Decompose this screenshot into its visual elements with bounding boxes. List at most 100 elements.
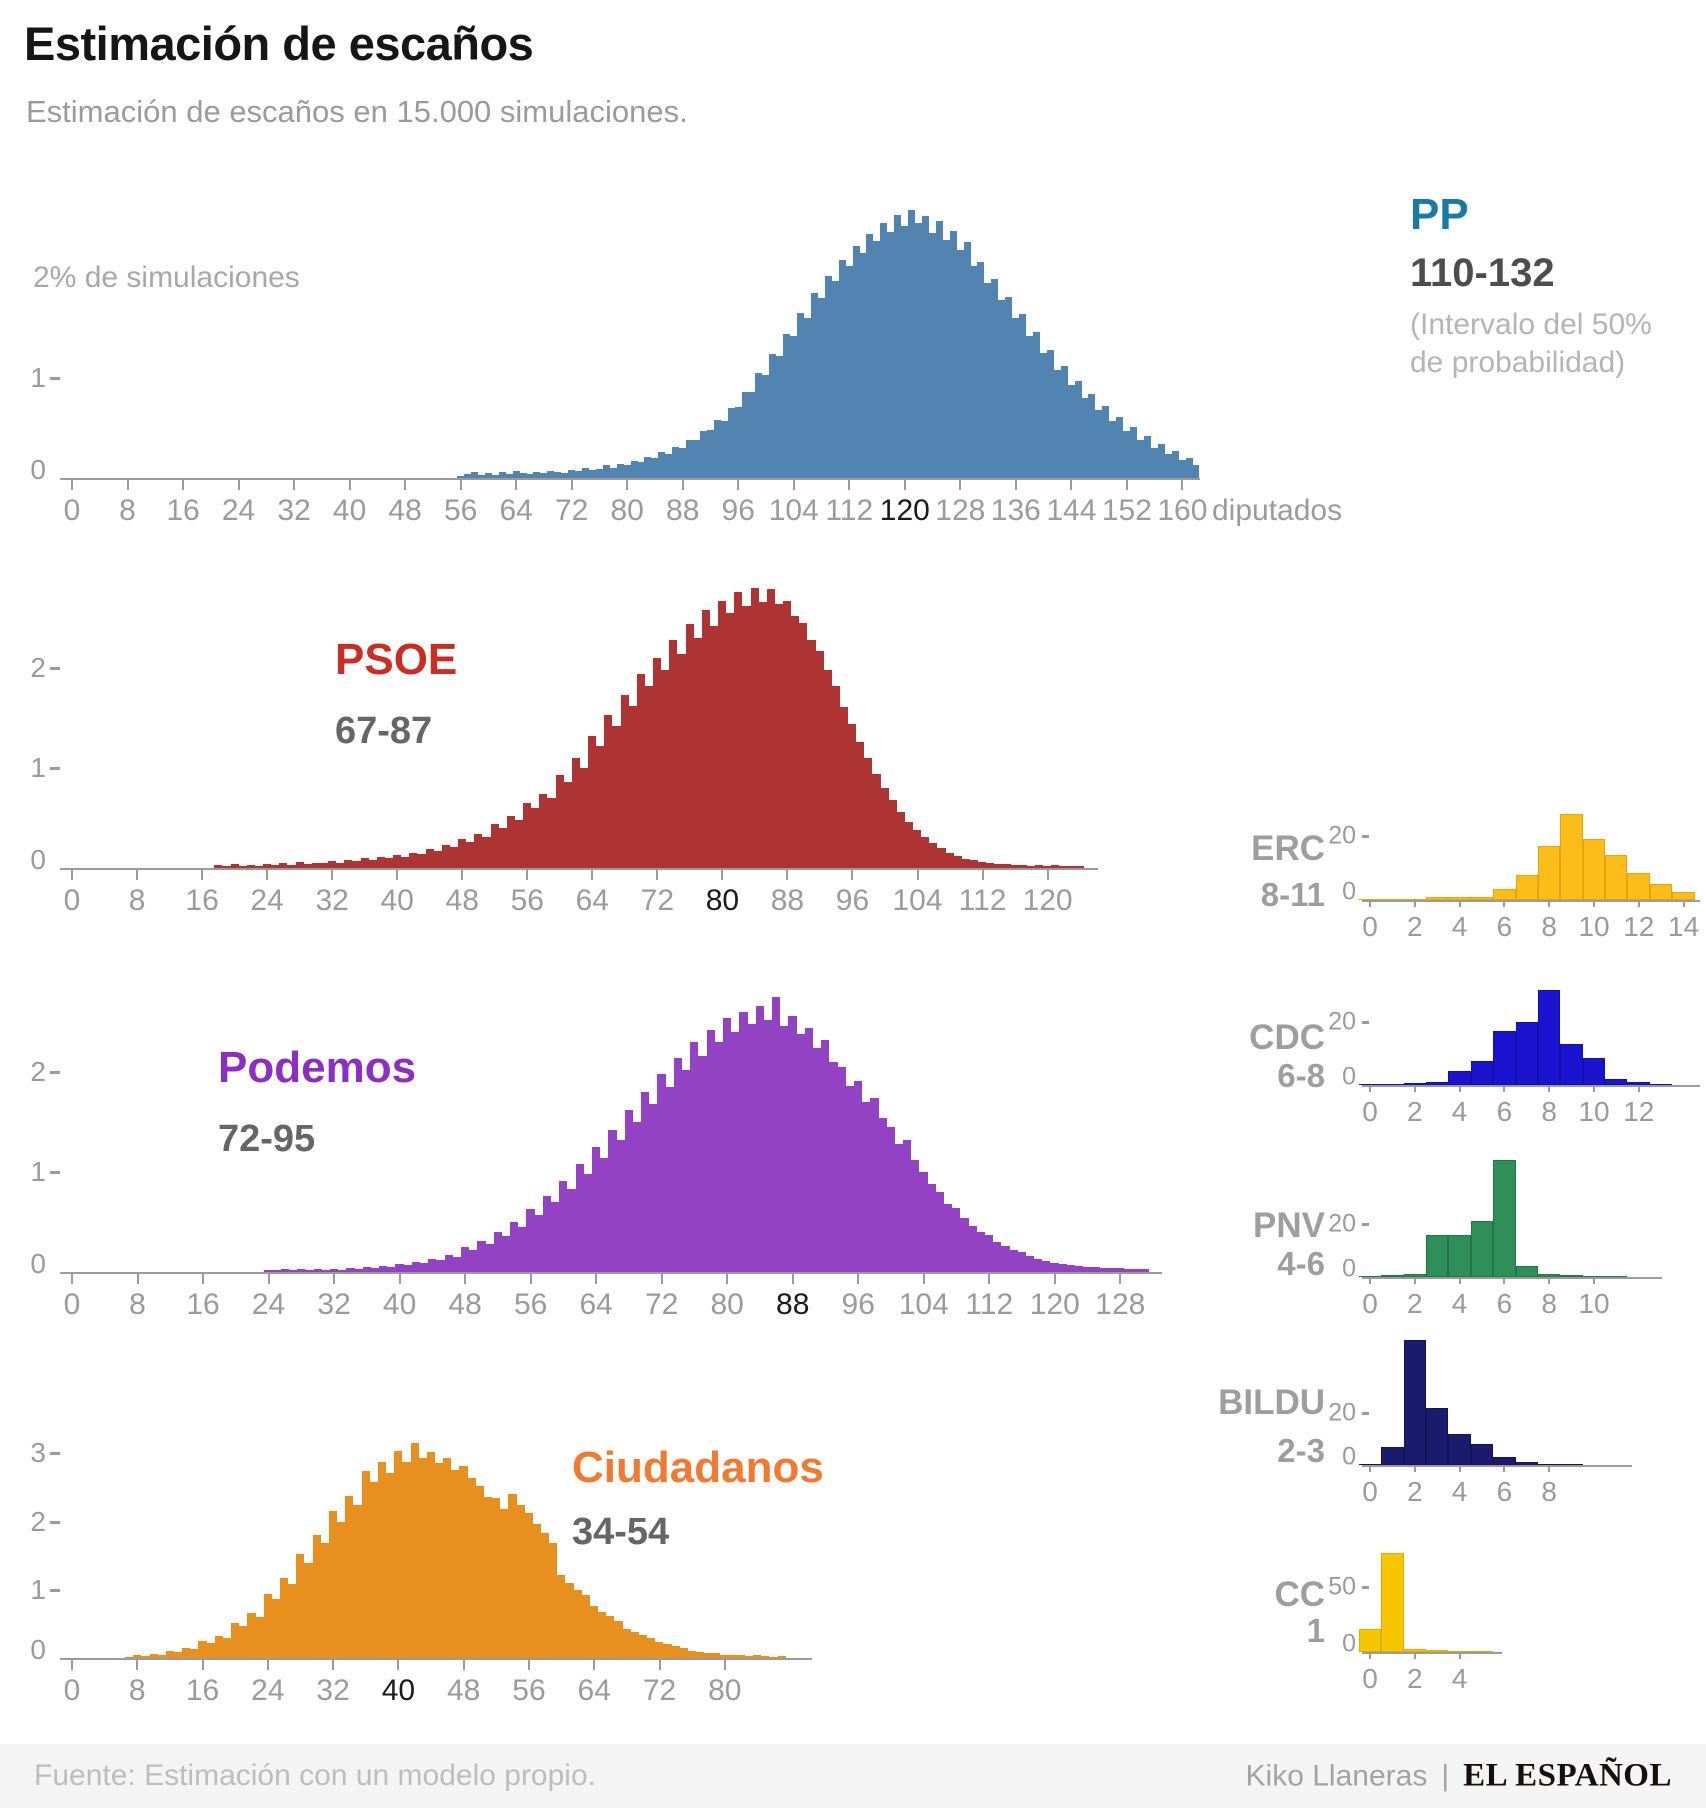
histogram-bar (370, 1268, 380, 1272)
histogram-bar (630, 461, 638, 478)
histogram-bar (769, 354, 777, 478)
party-interval-bildu: 2-3 (1277, 1432, 1325, 1469)
x-tick-label: 80 (710, 1288, 744, 1321)
interval-note-line: de probabilidad) (1410, 346, 1626, 379)
histogram-bar (1560, 1274, 1583, 1277)
histogram-bar (1425, 1407, 1449, 1465)
histogram-bar (845, 266, 853, 478)
y-tick-mark (1362, 835, 1369, 839)
histogram-bar (588, 736, 597, 868)
party-label-bildu: BILDU (1218, 1383, 1325, 1422)
histogram-bar (344, 860, 353, 868)
histogram-bar (837, 1067, 846, 1272)
x-tick-mark (1458, 1087, 1461, 1092)
histogram-bar (394, 1450, 403, 1658)
histogram-bar (1009, 1250, 1018, 1272)
histogram-bar (864, 758, 873, 868)
histogram-bar (953, 856, 962, 868)
histogram-bar (1649, 884, 1673, 900)
x-tick-label: 10 (1578, 1096, 1610, 1127)
histogram-bar (518, 1227, 527, 1272)
histogram-bar (1102, 406, 1110, 478)
x-tick-mark (1413, 1279, 1416, 1284)
x-tick-label: 24 (250, 884, 284, 917)
footer-brand-logo: EL ESPAÑOL (1463, 1757, 1672, 1794)
x-tick-label: 128 (1095, 1288, 1146, 1321)
histogram-bar (1627, 872, 1650, 900)
x-tick-mark (916, 870, 919, 880)
histogram-bar (817, 298, 825, 478)
x-tick-mark (681, 480, 684, 490)
histogram-bar (894, 215, 902, 478)
histogram-bar (149, 1653, 158, 1658)
y-tick-mark (1362, 1585, 1369, 1589)
histogram-bar (1157, 444, 1165, 478)
histogram-bar (976, 1232, 985, 1272)
histogram-bar (769, 1656, 778, 1658)
histogram-bar (1470, 1061, 1494, 1085)
x-tick-label: 0 (1362, 1663, 1378, 1694)
histogram-bar (263, 864, 272, 868)
histogram-bar (1582, 1275, 1606, 1277)
y-tick-label: 0 (1342, 1254, 1356, 1283)
x-tick-mark (1369, 1467, 1371, 1472)
x-tick-label: 64 (575, 884, 609, 917)
histogram-bar (695, 1651, 705, 1658)
x-tick-mark (1181, 480, 1184, 490)
histogram-bar (329, 1269, 339, 1272)
histogram-bar (698, 1056, 707, 1272)
x-tick-label: 112 (958, 884, 1007, 917)
histogram-bar (657, 1074, 666, 1272)
histogram-bar (919, 1172, 928, 1272)
histogram-bar (632, 1122, 642, 1272)
histogram-bar (255, 1617, 264, 1658)
x-tick-mark (656, 870, 659, 880)
histogram-bar (606, 1615, 615, 1658)
histogram-bar (915, 223, 922, 478)
x-tick-mark (348, 480, 351, 490)
footer-author: Kiko Llaneras (1245, 1759, 1428, 1793)
histogram-bar (1046, 350, 1054, 478)
x-tick-label: 56 (512, 1674, 546, 1707)
x-tick-label: 2 (1407, 911, 1423, 942)
histogram-bar (1034, 865, 1044, 868)
histogram-bar (766, 589, 775, 868)
histogram-bar (671, 1646, 680, 1658)
histogram-bar (1088, 394, 1096, 478)
x-tick-label: 10 (1578, 1288, 1610, 1319)
histogram-bar (672, 447, 680, 478)
x-tick-mark (1593, 902, 1595, 907)
histogram-bar (173, 1651, 183, 1658)
x-tick-label: 6 (1496, 911, 1513, 942)
x-tick-mark (1369, 1087, 1371, 1092)
histogram-bar (927, 1184, 936, 1272)
x-tick-label: 12 (1623, 1096, 1655, 1127)
histogram-bar (904, 822, 914, 868)
histogram-bar (1043, 866, 1052, 868)
histogram-bar (734, 407, 742, 478)
histogram-bar (474, 834, 483, 868)
histogram-bar (441, 845, 450, 868)
x-axis (1362, 1085, 1700, 1087)
histogram-bar (230, 864, 239, 868)
histogram-bar (1025, 1256, 1035, 1272)
x-tick-label: 0 (63, 1288, 81, 1321)
histogram-bar (804, 1028, 814, 1272)
histogram-bar (984, 283, 992, 478)
histogram-bar (319, 863, 329, 868)
histogram-bar (206, 1643, 215, 1658)
x-tick-mark (848, 480, 851, 490)
x-tick-mark (791, 1274, 794, 1284)
histogram-bar (1185, 458, 1193, 478)
x-axis-unit-label: diputados (1212, 494, 1343, 527)
x-tick-label: 2 (1407, 1476, 1423, 1507)
histogram-bar (519, 473, 527, 478)
x-tick-label: 24 (251, 1288, 286, 1321)
y-tick-label: 0 (30, 844, 46, 875)
histogram-bar (1358, 1083, 1382, 1085)
x-tick-mark (266, 1660, 269, 1670)
histogram-bar (994, 864, 1003, 868)
y-tick-label: 0 (30, 454, 46, 485)
x-tick-label: 160 (1157, 494, 1208, 527)
x-tick-label: 72 (640, 884, 675, 917)
